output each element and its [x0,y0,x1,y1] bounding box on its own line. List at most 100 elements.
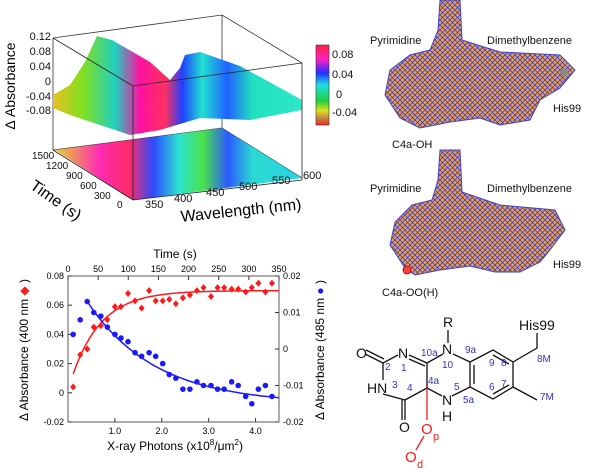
colorbar-tick: 0.08 [332,49,354,61]
data-point-485nm [255,386,262,392]
data-point-485nm [249,400,255,407]
data-point-400nm [97,322,104,330]
locant: 5a [463,395,475,406]
x-tick-label: 1.0 [109,426,122,436]
left-tick-label: 0.06 [46,300,64,310]
time-tick: 300 [94,191,111,202]
atom-Op: O [421,421,433,438]
data-point-485nm [118,335,124,341]
time-tick-label: 350 [271,264,286,274]
time-tick-label: 150 [151,264,166,274]
atom-H5: H [442,408,452,424]
time-tick-label: 200 [181,264,196,274]
atom-N10: N [442,341,452,357]
data-point-400nm [166,295,173,303]
atom-Op-sub: p [433,431,439,443]
wavelength-tick: 450 [206,187,225,199]
data-point-400nm [228,285,235,293]
x-axis-title: X-ray Photons (x108/μm2) [107,438,243,453]
time-tick: 600 [80,181,97,192]
left-tick-label: 0 [59,388,64,398]
data-point-400nm [208,292,215,300]
data-point-485nm [84,298,91,305]
data-point-485nm [90,309,97,316]
data-point-485nm [98,313,104,319]
atom-N5: N [442,392,452,408]
data-point-485nm [104,324,111,330]
wavelength-tick: 400 [174,193,193,205]
peroxide-oxygen-sphere [402,265,412,275]
time-tick: 900 [66,171,83,182]
data-point-400nm [235,285,242,293]
z-tick: -0.08 [25,105,51,117]
label-his99: His99 [553,103,582,115]
data-point-400nm [268,279,275,287]
data-point-400nm [193,287,200,295]
time-tick: 1200 [46,161,69,172]
data-point-400nm [132,297,139,305]
locant: 1 [401,363,407,374]
right-axis-title: Δ Absorbance (485 nm ● ) [313,280,327,420]
data-point-485nm [194,379,200,385]
data-point-400nm [242,288,249,296]
data-point-400nm [117,303,124,311]
locant: 10a [421,348,438,359]
data-point-400nm [70,383,77,391]
locant: 9 [489,358,495,369]
atom-HN3: HN [367,380,387,396]
atom-Od: O [405,449,417,466]
data-point-485nm [112,331,118,338]
locant: 7M [540,392,554,403]
data-point-400nm [262,288,269,296]
data-point-400nm [77,351,84,359]
atom-N1: N [398,345,408,361]
data-point-485nm [228,379,235,385]
data-point-400nm [138,304,145,312]
x-tick-label: 2.0 [156,426,169,436]
data-point-485nm [166,371,173,378]
data-point-400nm [146,287,153,295]
time-tick-label: 100 [121,264,136,274]
right-tick-label: 0.01 [283,308,301,318]
data-point-400nm [84,345,91,353]
label-c4a-ooh: C4a-OO(H) [382,287,439,299]
x-tick-label: 3.0 [202,426,215,436]
data-point-485nm [180,386,186,392]
label-c4a-oh: C4a-OH [392,139,433,151]
locant: 8M [537,354,551,365]
time-tick-label: 250 [211,264,226,274]
z-tick: 0.04 [29,61,51,73]
data-point-485nm [200,382,207,389]
z-tick: 0 [44,76,51,88]
data-point-485nm [138,353,145,360]
atom-O2: O [356,345,367,361]
data-point-485nm [173,375,179,381]
z-tick: 0.12 [29,31,51,43]
fit-curve-485-nm [86,301,280,399]
data-point-485nm [269,393,275,400]
data-point-400nm [179,294,186,302]
wavelength-tick: 350 [145,199,164,211]
atom-R: R [443,314,453,330]
right-tick-label: 0 [283,344,288,354]
absorbance-surface [53,36,302,135]
left-tick-label: 0.08 [46,271,64,281]
time-tick: 0 [117,200,123,211]
label-dimethylbenzene: Dimethylbenzene [487,35,572,47]
locant: 6 [489,382,495,393]
right-tick-label: -0.01 [283,381,304,391]
time-tick: 1500 [32,151,55,162]
data-point-485nm [70,331,76,338]
label-dimethylbenzene: Dimethylbenzene [487,183,572,195]
locant: 7 [501,379,507,390]
wavelength-tick: 550 [272,175,291,187]
data-point-485nm [242,393,249,400]
colorbar-tick: 0 [336,89,343,101]
colorbar-tick: -0.04 [332,107,358,119]
data-point-485nm [235,382,242,389]
x-tick-label: 4.0 [249,426,262,436]
z-tick: -0.04 [25,91,51,103]
data-point-485nm [221,386,227,392]
locant: 4 [407,383,413,394]
